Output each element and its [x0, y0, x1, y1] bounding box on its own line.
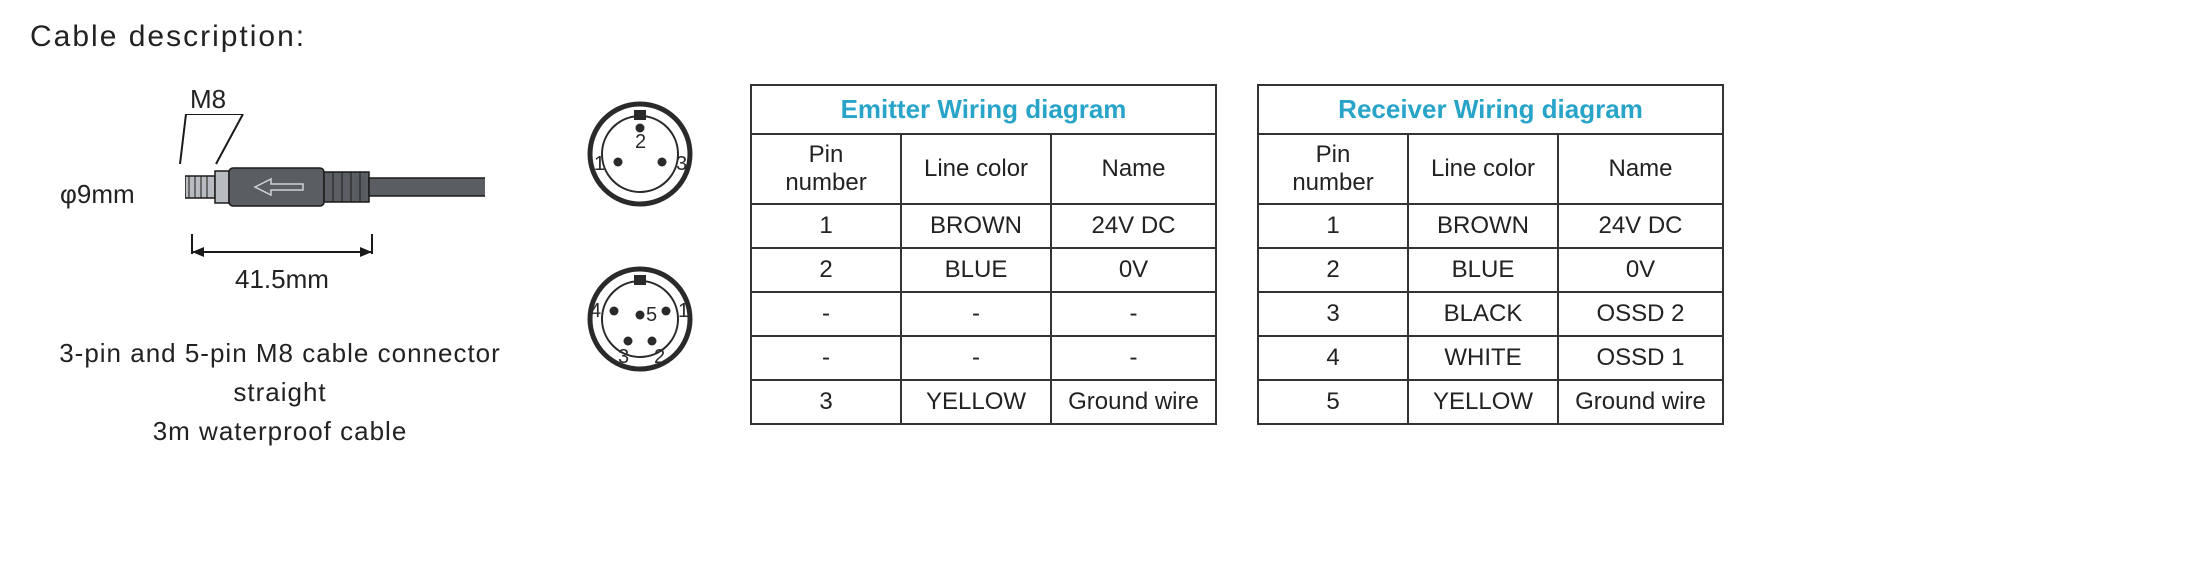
receiver-cell: 2 — [1258, 248, 1408, 292]
receiver-col-0: Pin number — [1258, 134, 1408, 204]
emitter-cell: BROWN — [901, 204, 1051, 248]
receiver-cell: 4 — [1258, 336, 1408, 380]
m8-label: M8 — [190, 84, 226, 115]
receiver-cell: YELLOW — [1408, 380, 1558, 424]
svg-text:2: 2 — [635, 131, 646, 153]
connector-illustration — [185, 164, 485, 219]
emitter-cell: - — [901, 336, 1051, 380]
receiver-cell: WHITE — [1408, 336, 1558, 380]
emitter-cell: - — [1051, 336, 1216, 380]
emitter-cell: 1 — [751, 204, 901, 248]
content-row: M8 φ9mm — [30, 84, 2166, 451]
receiver-cell: 24V DC — [1558, 204, 1723, 248]
receiver-cell: OSSD 2 — [1558, 292, 1723, 336]
emitter-cell: 2 — [751, 248, 901, 292]
emitter-cell: - — [751, 336, 901, 380]
emitter-cell: YELLOW — [901, 380, 1051, 424]
caption-line-1: 3-pin and 5-pin M8 cable connector strai… — [30, 334, 530, 412]
pin-diagram-3pin: 1 2 3 — [570, 89, 710, 219]
emitter-cell: 24V DC — [1051, 204, 1216, 248]
emitter-table-title: Emitter Wiring diagram — [751, 85, 1216, 134]
table-row: 1BROWN24V DC — [751, 204, 1216, 248]
receiver-cell: BLACK — [1408, 292, 1558, 336]
table-row: --- — [751, 292, 1216, 336]
receiver-wiring-table: Receiver Wiring diagram Pin numberLine c… — [1257, 84, 1724, 425]
pin-diagram-5pin: 1 2 3 4 5 — [570, 254, 710, 384]
cable-caption: 3-pin and 5-pin M8 cable connector strai… — [30, 334, 530, 451]
table-row: --- — [751, 336, 1216, 380]
table-row: 4WHITEOSSD 1 — [1258, 336, 1723, 380]
emitter-cell: 0V — [1051, 248, 1216, 292]
receiver-cell: BLUE — [1408, 248, 1558, 292]
svg-text:1: 1 — [594, 153, 605, 175]
receiver-cell: BROWN — [1408, 204, 1558, 248]
emitter-cell: - — [1051, 292, 1216, 336]
svg-text:3: 3 — [676, 153, 687, 175]
emitter-wiring-table: Emitter Wiring diagram Pin numberLine co… — [750, 84, 1217, 425]
receiver-cell: OSSD 1 — [1558, 336, 1723, 380]
cable-section: M8 φ9mm — [30, 84, 530, 451]
receiver-cell: 1 — [1258, 204, 1408, 248]
length-dimension — [190, 234, 385, 264]
emitter-cell: - — [751, 292, 901, 336]
emitter-cell: 3 — [751, 380, 901, 424]
svg-text:3: 3 — [618, 346, 629, 368]
cable-drawing: M8 φ9mm — [70, 84, 490, 304]
svg-text:4: 4 — [590, 300, 601, 322]
section-title: Cable description: — [30, 20, 2166, 54]
svg-text:1: 1 — [678, 300, 689, 322]
diameter-label: φ9mm — [60, 179, 135, 210]
emitter-col-0: Pin number — [751, 134, 901, 204]
receiver-cell: Ground wire — [1558, 380, 1723, 424]
emitter-cell: BLUE — [901, 248, 1051, 292]
table-row: 2BLUE0V — [1258, 248, 1723, 292]
table-row: 3YELLOWGround wire — [751, 380, 1216, 424]
receiver-col-2: Name — [1558, 134, 1723, 204]
receiver-table-title: Receiver Wiring diagram — [1258, 85, 1723, 134]
table-row: 2BLUE0V — [751, 248, 1216, 292]
caption-line-2: 3m waterproof cable — [30, 412, 530, 451]
svg-text:2: 2 — [654, 346, 665, 368]
emitter-col-1: Line color — [901, 134, 1051, 204]
emitter-col-2: Name — [1051, 134, 1216, 204]
receiver-col-1: Line color — [1408, 134, 1558, 204]
pin-diagrams: 1 2 3 1 2 3 4 5 — [570, 89, 710, 384]
receiver-cell: 3 — [1258, 292, 1408, 336]
receiver-cell: 5 — [1258, 380, 1408, 424]
table-row: 5YELLOWGround wire — [1258, 380, 1723, 424]
emitter-cell: Ground wire — [1051, 380, 1216, 424]
receiver-cell: 0V — [1558, 248, 1723, 292]
length-label: 41.5mm — [235, 264, 329, 295]
table-row: 3BLACKOSSD 2 — [1258, 292, 1723, 336]
table-row: 1BROWN24V DC — [1258, 204, 1723, 248]
svg-text:5: 5 — [646, 304, 657, 326]
emitter-cell: - — [901, 292, 1051, 336]
